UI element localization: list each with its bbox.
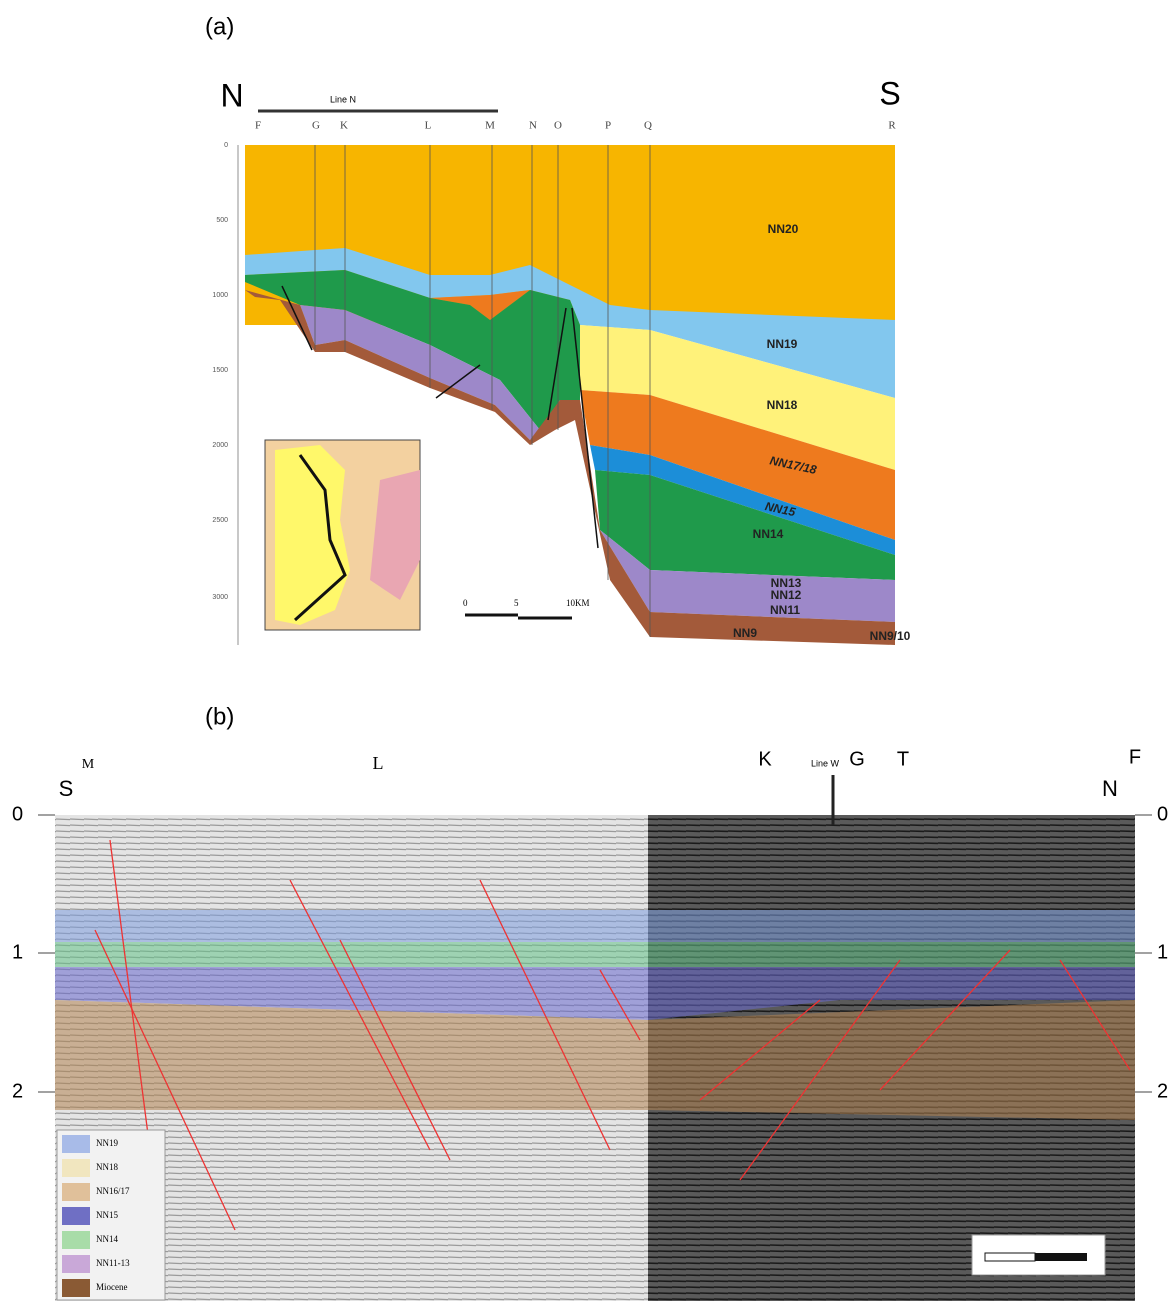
well-label: K — [340, 120, 348, 132]
scale-label: 5 — [514, 598, 519, 608]
layer-label: NN14 — [753, 527, 784, 541]
well-label: G — [849, 748, 865, 770]
north-label: N — [1102, 776, 1118, 801]
panel-b: (b) S N M L K Line W G T F 0 1 2 0 1 2 — [12, 703, 1168, 1301]
horizons — [55, 910, 1135, 1120]
scale-label: 0 — [463, 598, 468, 608]
well-label: O — [554, 120, 562, 132]
well-label: R — [888, 120, 896, 132]
well-label: N — [529, 120, 537, 132]
depth-tick-label: 3000 — [212, 594, 228, 601]
well-label: L — [373, 753, 384, 773]
legend-label: NN18 — [96, 1162, 118, 1172]
well-label: L — [425, 120, 432, 132]
layer-label: NN18 — [767, 398, 798, 412]
north-label: N — [220, 77, 243, 113]
south-label: S — [879, 75, 900, 111]
well-label: M — [82, 757, 95, 772]
legend: NN19 NN18 NN16/17 NN15 NN14 NN11-13 Mioc… — [57, 1130, 165, 1300]
scale-bar: 0 5 10KM — [463, 598, 590, 618]
layer-label: NN9/10 — [870, 629, 911, 643]
time-tick-label: 0 — [1157, 803, 1168, 825]
panel-label: (b) — [205, 703, 234, 730]
line-label: Line W — [811, 758, 840, 768]
scale-bar — [972, 1235, 1105, 1275]
south-label: S — [59, 776, 74, 801]
legend-label: NN19 — [96, 1138, 118, 1148]
line-label: Line N — [330, 94, 356, 104]
legend-label: NN15 — [96, 1210, 118, 1220]
scale-label: 10KM — [566, 598, 590, 608]
depth-tick-label: 0 — [224, 142, 228, 149]
well-label: G — [312, 120, 320, 132]
layer-label: NN19 — [767, 337, 798, 351]
legend-label: Miocene — [96, 1282, 128, 1292]
location-map — [265, 440, 420, 630]
time-tick-label: 1 — [12, 941, 23, 963]
well-label: M — [485, 120, 495, 132]
well-label: T — [897, 748, 909, 770]
depth-tick-label: 1500 — [212, 367, 228, 374]
panel-label: (a) — [205, 13, 234, 40]
depth-tick-label: 1000 — [212, 292, 228, 299]
time-tick-label: 2 — [1157, 1080, 1168, 1102]
well-label: F — [1129, 746, 1141, 768]
time-tick-label: 1 — [1157, 941, 1168, 963]
time-tick-label: 2 — [12, 1080, 23, 1102]
figure: (a) N S Line N F G K L M N O P Q R 0 500… — [0, 0, 1172, 1301]
depth-tick-label: 2000 — [212, 442, 228, 449]
well-label: Q — [644, 120, 652, 132]
layer-label: NN9 — [733, 626, 757, 640]
depth-tick-label: 500 — [216, 217, 228, 224]
panel-a: (a) N S Line N F G K L M N O P Q R 0 500… — [205, 13, 911, 645]
well-label: F — [255, 120, 261, 132]
layer-label: NN11 — [770, 603, 800, 617]
layer-label: NN12 — [771, 588, 802, 602]
legend-label: NN14 — [96, 1234, 118, 1244]
layer-label: NN20 — [768, 222, 799, 236]
legend-label: NN11-13 — [96, 1258, 130, 1268]
depth-tick-label: 2500 — [212, 517, 228, 524]
well-label: P — [605, 120, 611, 132]
time-tick-label: 0 — [12, 803, 23, 825]
legend-label: NN16/17 — [96, 1186, 130, 1196]
well-label: K — [758, 748, 772, 770]
